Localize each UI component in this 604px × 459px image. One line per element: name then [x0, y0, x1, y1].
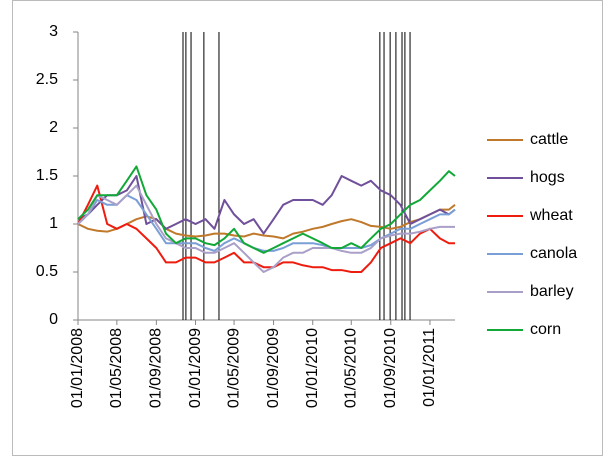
- y-tick-label: 0: [49, 311, 58, 328]
- x-tick-label: 01/09/2009: [265, 328, 282, 408]
- series-line: [77, 204, 456, 240]
- y-tick-label: 1.5: [36, 167, 58, 184]
- x-tick-label: 01/05/2008: [108, 328, 125, 408]
- series-line: [77, 184, 455, 273]
- x-tick-label: 01/05/2010: [342, 328, 359, 408]
- series-line: [77, 184, 455, 273]
- y-tick-label: 2: [49, 119, 58, 136]
- x-tick-label: 01/05/2009: [225, 328, 242, 408]
- legend-label: corn: [530, 321, 561, 338]
- chart-frame: [12, 0, 603, 456]
- y-tick-label: 3: [49, 23, 58, 40]
- y-tick-label: 2.5: [36, 71, 58, 88]
- x-tick-label: 01/09/2010: [382, 328, 399, 408]
- y-tick-label: 1: [49, 215, 58, 232]
- x-tick-label: 01/09/2008: [148, 328, 165, 408]
- legend-label: hogs: [530, 169, 565, 186]
- x-tick-label: 01/01/2009: [187, 328, 204, 408]
- legend-label: cattle: [530, 131, 568, 148]
- x-tick-label: 01/01/2010: [304, 328, 321, 408]
- legend-label: wheat: [529, 207, 573, 224]
- y-tick-label: 0.5: [36, 263, 58, 280]
- legend-label: barley: [530, 283, 574, 300]
- series-line: [77, 165, 456, 254]
- series-line: [77, 175, 456, 235]
- x-tick-label: 01/01/2008: [69, 328, 86, 408]
- x-tick-label: 01/01/2011: [421, 328, 438, 407]
- legend-label: canola: [530, 245, 577, 262]
